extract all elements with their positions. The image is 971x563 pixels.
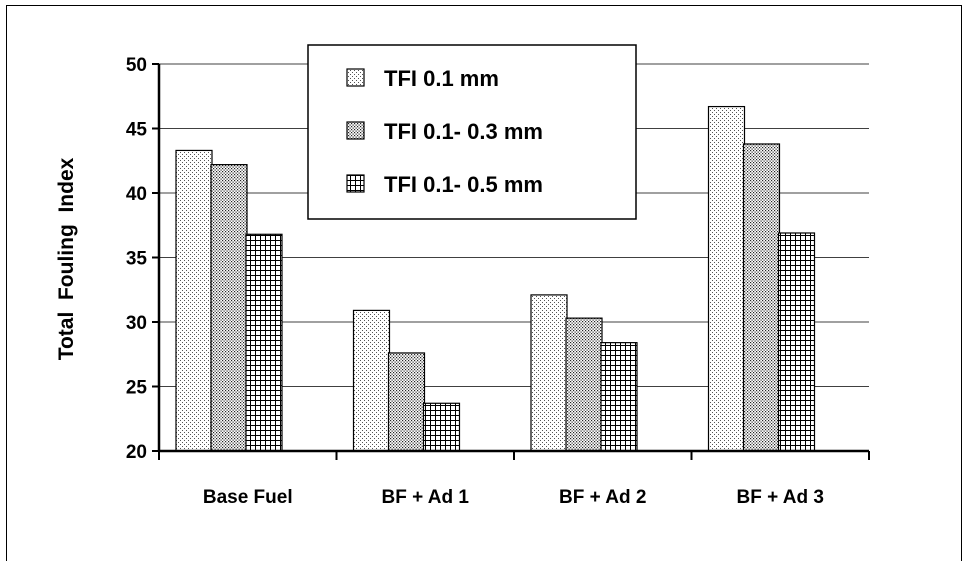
axes: 20 25 30 35 40 45 50 Base Fuel BF + Ad 1 BF + Ad … (126, 55, 870, 508)
x-tick-label: BF + Ad 1 (382, 487, 470, 508)
bar-3-1 (245, 233, 283, 452)
bar-1-1 (175, 149, 213, 452)
bar-1-4 (707, 105, 746, 452)
legend-label: TFI 0.1- 0.5 mm (384, 172, 543, 197)
bar-1-3 (530, 294, 568, 452)
y-tick-label: 50 (126, 55, 147, 76)
legend-swatch (346, 174, 365, 193)
legend: TFI 0.1 mm TFI 0.1- 0.3 mm TFI 0.1- 0.5 mm (307, 44, 637, 220)
bar-3-3 (600, 342, 638, 452)
bars (175, 105, 816, 452)
bar-3-2 (422, 402, 461, 452)
bar-2-1 (210, 164, 248, 452)
bar-2-4 (742, 143, 781, 452)
bar-3-4 (777, 232, 816, 452)
y-tick-label: 20 (126, 442, 147, 463)
legend-swatch (346, 68, 365, 87)
x-tick-label: Base Fuel (203, 487, 293, 508)
y-tick-label: 25 (126, 378, 148, 399)
chart-frame (6, 5, 962, 561)
legend-label: TFI 0.1 mm (384, 66, 499, 91)
y-tick-label: 30 (126, 313, 147, 334)
x-tick-label: BF + Ad 2 (559, 487, 646, 508)
bar-2-2 (387, 352, 426, 452)
y-axis-title: Total Fouling Index (55, 157, 78, 360)
legend-swatch (346, 121, 365, 140)
bar-1-2 (352, 309, 391, 452)
legend-label: TFI 0.1- 0.3 mm (384, 119, 543, 144)
bar-2-3 (565, 317, 603, 452)
y-tick-label: 45 (126, 120, 148, 141)
y-tick-label: 40 (126, 184, 147, 205)
y-tick-label: 35 (126, 249, 148, 270)
x-tick-label: BF + Ad 3 (737, 487, 824, 508)
